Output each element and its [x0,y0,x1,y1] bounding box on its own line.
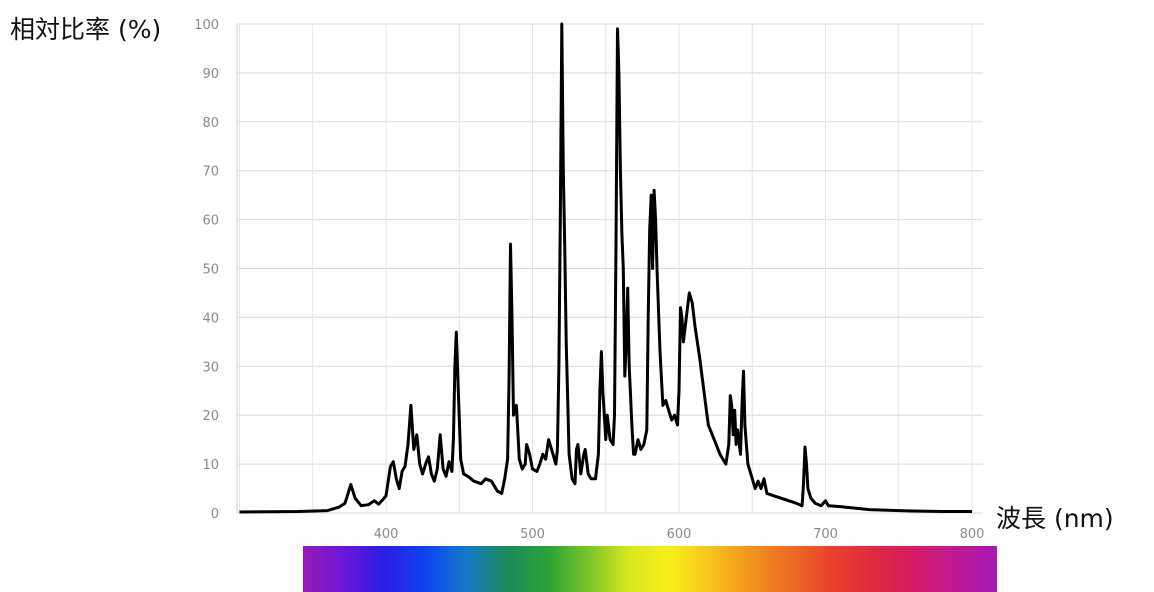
y-tick-label: 0 [211,507,219,522]
y-tick-label: 10 [202,458,219,473]
visible-spectrum-bar [303,546,997,592]
y-tick-label: 70 [202,165,219,180]
y-tick-label: 80 [202,116,219,131]
y-tick-label: 60 [202,214,219,229]
y-axis-ticks: 0 10 20 30 40 50 60 70 80 90 100 [194,18,219,522]
y-tick-label: 50 [202,263,219,278]
y-tick-label: 100 [194,18,219,33]
x-tick-label: 600 [667,527,692,542]
x-axis-ticks: 400 500 600 700 800 [374,527,985,542]
x-axis-title: 波長 (nm) [996,504,1114,533]
y-tick-label: 30 [202,360,219,375]
y-tick-label: 20 [202,409,219,424]
y-axis-title: 相対比率 (%) [10,15,161,44]
y-tick-label: 40 [202,311,219,326]
x-tick-label: 500 [520,527,545,542]
emission-spectrum-line [239,22,972,514]
x-tick-label: 400 [374,527,399,542]
y-tick-label: 90 [202,67,219,82]
x-tick-label: 800 [960,527,985,542]
grid [236,23,983,514]
x-tick-label: 700 [813,527,838,542]
